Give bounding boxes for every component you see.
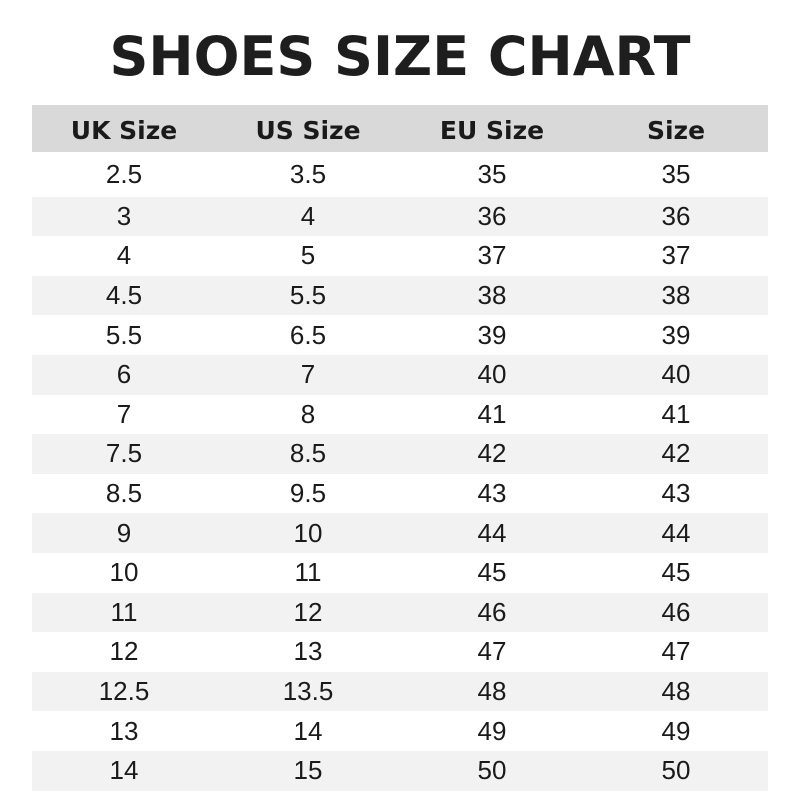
table-cell: 46 <box>477 596 507 627</box>
table-cell: 14 <box>109 755 139 786</box>
table-cell: 48 <box>477 676 507 707</box>
table-cell: 43 <box>661 478 691 509</box>
table-cell: 11 <box>294 557 322 588</box>
table-row: 4 5 37 37 <box>32 236 768 276</box>
table-cell: 37 <box>661 240 691 271</box>
table-row: 7.5 8.5 42 42 <box>32 434 768 474</box>
column-header: EU Size <box>439 116 545 145</box>
column-header: US Size <box>255 116 361 145</box>
table-row: 14 15 50 50 <box>32 750 768 791</box>
table-cell: 15 <box>293 755 323 786</box>
table-cell: 3 <box>116 200 132 231</box>
table-cell: 7 <box>116 398 132 429</box>
table-cell: 41 <box>477 398 507 429</box>
table-cell: 8.5 <box>105 478 143 509</box>
table-row: 13 14 49 49 <box>32 711 768 751</box>
table-cell: 39 <box>477 319 507 350</box>
table-cell: 40 <box>661 359 691 390</box>
table-cell: 41 <box>661 398 691 429</box>
table-cell: 50 <box>477 755 507 786</box>
table-cell: 10 <box>109 557 139 588</box>
table-cell: 37 <box>477 240 507 271</box>
table-cell: 4 <box>116 240 132 271</box>
table-cell: 47 <box>477 636 507 667</box>
table-cell: 8 <box>300 398 316 429</box>
table-cell: 38 <box>661 280 691 311</box>
table-row: 8.5 9.5 43 43 <box>32 474 768 514</box>
table-cell: 48 <box>661 676 691 707</box>
table-cell: 5 <box>300 240 316 271</box>
table-cell: 7.5 <box>105 438 143 469</box>
table-cell: 47 <box>661 636 691 667</box>
table-cell: 49 <box>661 715 691 746</box>
table-cell: 4.5 <box>105 280 143 311</box>
table-cell: 12 <box>109 636 139 667</box>
table-cell: 43 <box>477 478 507 509</box>
table-cell: 35 <box>477 158 507 189</box>
table-row: 11 12 46 46 <box>32 592 768 633</box>
table-body: 2.5 3.5 35 35 3 4 36 36 4 5 37 37 4.5 5.5 38 38 5.5 6.5 39… <box>32 152 768 791</box>
size-table: UK Size US Size EU Size Size 2.5 3.5 35 35 3… <box>32 105 768 791</box>
table-cell: 49 <box>477 715 507 746</box>
table-cell: 42 <box>661 438 691 469</box>
table-row: 2.5 3.5 35 35 <box>32 152 768 197</box>
table-cell: 40 <box>477 359 507 390</box>
table-header: UK Size US Size EU Size Size <box>32 105 768 152</box>
table-cell: 46 <box>661 596 691 627</box>
column-header: UK Size <box>70 116 178 145</box>
table-cell: 45 <box>661 557 691 588</box>
table-cell: 50 <box>661 755 691 786</box>
table-cell: 4 <box>300 200 316 231</box>
column-header: Size <box>646 116 706 145</box>
page-title: SHOES SIZE CHART <box>109 25 691 88</box>
table-cell: 13.5 <box>282 676 334 707</box>
table-row: 7 8 41 41 <box>32 395 768 435</box>
table-cell: 36 <box>477 200 507 231</box>
table-cell: 44 <box>477 517 507 548</box>
table-cell: 9 <box>116 517 132 548</box>
table-cell: 12.5 <box>98 676 150 707</box>
table-row: 12 13 47 47 <box>32 632 768 672</box>
table-cell: 10 <box>293 517 323 548</box>
table-cell: 5.5 <box>289 280 327 311</box>
table-cell: 2.5 <box>105 158 143 189</box>
table-row: 6 7 40 40 <box>32 354 768 395</box>
table-cell: 6.5 <box>289 319 327 350</box>
table-cell: 38 <box>477 280 507 311</box>
table-cell: 6 <box>116 359 132 390</box>
table-cell: 5.5 <box>105 319 143 350</box>
table-cell: 7 <box>300 359 316 390</box>
table-cell: 14 <box>293 715 323 746</box>
table-cell: 3.5 <box>289 158 327 189</box>
table-cell: 42 <box>477 438 507 469</box>
table-cell: 36 <box>661 200 691 231</box>
table-cell: 13 <box>293 636 323 667</box>
table-cell: 9.5 <box>289 478 327 509</box>
table-cell: 39 <box>661 319 691 350</box>
table-cell: 8.5 <box>289 438 327 469</box>
table-cell: 13 <box>109 715 139 746</box>
table-cell: 45 <box>477 557 507 588</box>
table-row: 12.5 13.5 48 48 <box>32 671 768 712</box>
table-row: 5.5 6.5 39 39 <box>32 315 768 355</box>
table-cell: 35 <box>661 158 691 189</box>
table-row: 9 10 44 44 <box>32 513 768 553</box>
table-cell: 12 <box>293 596 323 627</box>
table-cell: 44 <box>661 517 691 548</box>
table-cell: 11 <box>110 596 138 627</box>
table-row: 4.5 5.5 38 38 <box>32 275 768 316</box>
table-row: 3 4 36 36 <box>32 196 768 237</box>
table-row: 10 11 45 45 <box>32 553 768 593</box>
